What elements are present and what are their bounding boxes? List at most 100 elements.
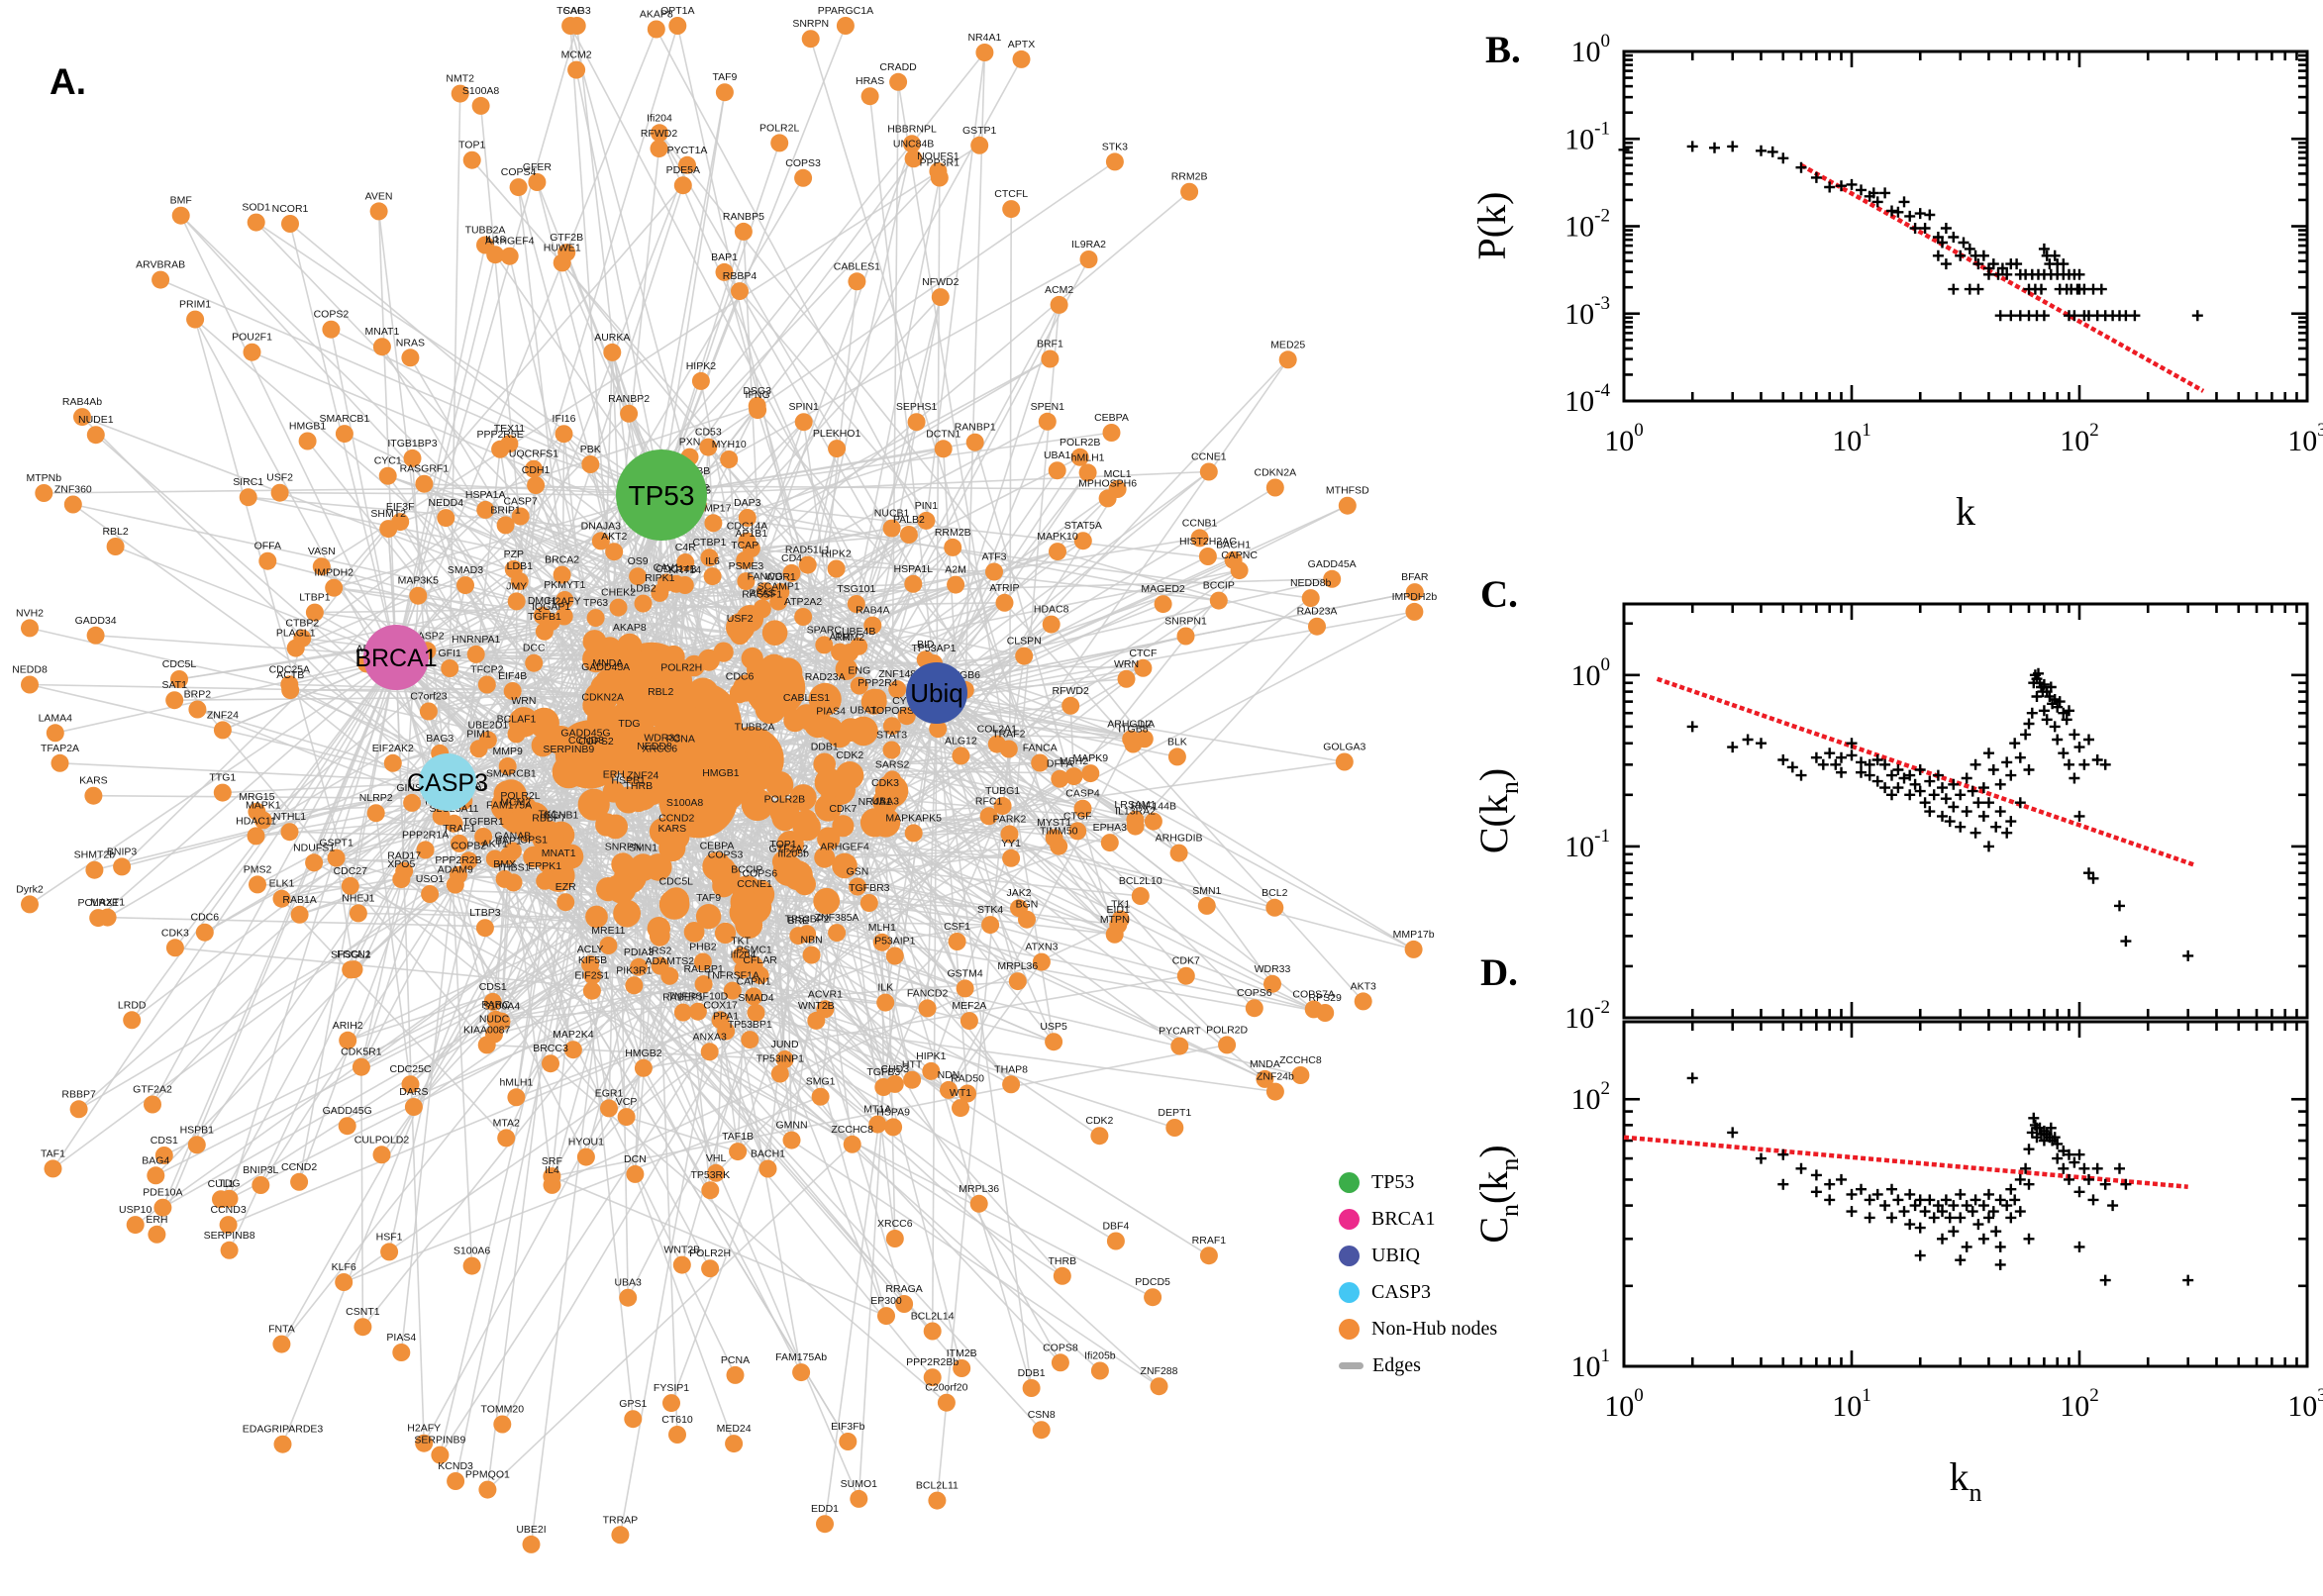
data-point-marker [1879,1200,1891,1212]
network-edge [388,836,484,1252]
network-edge [306,441,477,655]
data-point-marker [1977,810,1989,822]
network-edge [757,470,1210,806]
axis-tick-label: 10-2 [1565,997,1610,1035]
axis-tick-label: 102 [2060,1385,2099,1423]
network-edge [629,645,1178,758]
data-point-marker [1958,237,1970,249]
data-point-marker [1898,1206,1910,1218]
axis-tick-label: 103 [2287,420,2323,457]
network-edge [413,935,660,1108]
data-point-marker [1948,232,1960,243]
axis-tick-label: 100 [1571,654,1611,692]
data-point-marker [1944,816,1956,828]
data-point-marker [1955,1212,1967,1224]
data-point-marker [1756,1152,1767,1164]
network-edge [515,857,551,1098]
network-edge [806,775,1074,935]
data-point-marker [1824,748,1836,759]
data-point-marker [1824,181,1836,193]
network-edge [365,662,886,1004]
network-edge [395,245,486,658]
data-point-marker [2005,816,2017,828]
data-point-marker [1686,721,1698,733]
network-edge [638,801,1063,1277]
network-edge [897,81,1055,1043]
network-edge [708,357,1051,558]
network-edge [447,25,679,783]
network-edge [152,656,397,1105]
network-edge [81,416,449,783]
legend-item-non-hub-nodes: Non-Hub nodes [1339,1311,1497,1347]
network-node [772,657,803,687]
network-edge [926,692,938,1009]
data-point-marker [2023,764,2035,775]
network-edge [228,781,449,1251]
network-edge [572,611,1415,1050]
data-point-marker [2036,283,2047,295]
data-point-marker [1924,775,1936,787]
network-node [615,786,643,814]
network-edge [400,449,501,1353]
axis-tick-label: 10-4 [1565,380,1610,418]
fit-line-b [1799,162,2205,393]
network-node [839,718,862,742]
data-point-marker [2011,258,2023,270]
network-edge [884,801,896,1240]
network-edge [330,329,397,658]
network-edge [925,51,986,521]
network-edge [739,290,966,691]
network-edge [707,447,938,694]
data-point-marker [2058,748,2070,759]
network-edge [695,405,758,487]
data-point-marker [1955,821,1967,833]
network-node [495,779,527,811]
data-point-marker [1824,1194,1836,1206]
network-edge [59,762,449,783]
data-point-marker [2009,738,2021,749]
network-node [803,709,833,739]
data-point-marker [1864,1194,1875,1206]
legend-item-ubiq: UBIQ [1339,1238,1497,1274]
network-node [714,697,740,722]
network-edge [936,486,1276,694]
network-edge [656,29,957,585]
data-point-marker [2069,1156,2080,1168]
network-edge [454,883,1063,1277]
network-edge [550,1062,948,1404]
network-edge [400,878,1160,1387]
data-point-marker [1886,789,1897,801]
network-edge [626,1116,739,1152]
data-point-marker [2001,756,2013,768]
axis-tick-label: 100 [1571,31,1611,68]
legend-item-label: Edges [1372,1354,1421,1376]
network-edge [809,38,1056,839]
data-point-marker [1904,789,1916,801]
network-edge [936,692,1414,950]
data-point-marker [2073,1241,2085,1252]
data-point-marker [1961,772,1972,784]
y-axis-title-b: P(k) [1469,192,1514,260]
data-point-marker [1846,749,1858,761]
data-point-marker [1727,1127,1739,1139]
network-edge [395,25,578,658]
data-point-marker [1686,1072,1698,1084]
network-node [622,647,644,668]
data-point-marker [1961,1241,1972,1252]
network-edge [194,319,449,783]
panel-b-label: B. [1485,29,1521,71]
data-point-marker [1727,141,1739,152]
network-edge [552,1175,887,1317]
data-point-marker [1994,310,2006,322]
data-point-marker [1879,782,1891,794]
data-point-marker [1937,1233,1948,1245]
data-point-marker [1937,810,1948,822]
data-point-marker [1836,751,1847,763]
data-point-marker [1830,758,1842,770]
network-edge [715,808,1084,1174]
network-edge [196,781,449,1146]
data-point-marker [2099,1274,2111,1286]
data-point-marker [1955,789,1967,801]
